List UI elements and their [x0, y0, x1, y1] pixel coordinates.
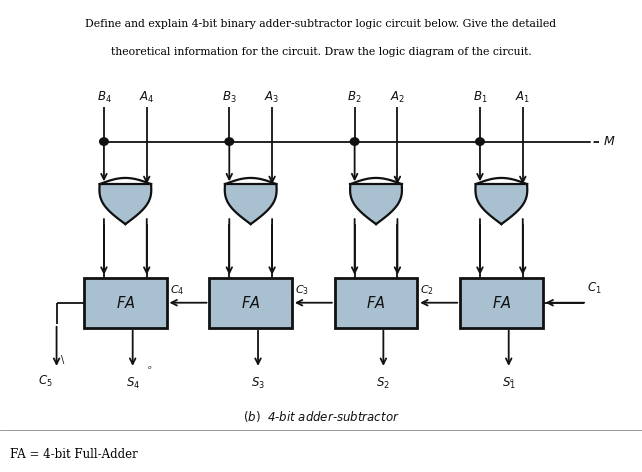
Text: $C_5$: $C_5$ [38, 374, 52, 389]
Text: FA = 4-bit Full-Adder: FA = 4-bit Full-Adder [10, 447, 137, 461]
Circle shape [351, 138, 359, 145]
Polygon shape [225, 184, 277, 224]
Text: ${}^o$: ${}^o$ [508, 378, 514, 387]
Text: Define and explain 4-bit binary adder-subtractor logic circuit below. Give the d: Define and explain 4-bit binary adder-su… [85, 19, 557, 29]
Text: $(b)$  4-bit adder-subtractor: $(b)$ 4-bit adder-subtractor [243, 409, 399, 424]
Polygon shape [100, 184, 152, 224]
Text: $B_2$: $B_2$ [347, 90, 362, 105]
Text: $A_2$: $A_2$ [390, 90, 405, 105]
Text: $FA$: $FA$ [367, 295, 386, 311]
Text: $B_4$: $B_4$ [96, 90, 111, 105]
Text: $FA$: $FA$ [116, 295, 135, 311]
Text: $B_1$: $B_1$ [473, 90, 487, 105]
Text: $FA$: $FA$ [492, 295, 511, 311]
Text: $A_3$: $A_3$ [265, 90, 280, 105]
Text: $S_3$: $S_3$ [251, 376, 265, 391]
Text: $A_1$: $A_1$ [515, 90, 530, 105]
Bar [460, 278, 542, 328]
Polygon shape [476, 184, 527, 224]
Circle shape [476, 138, 484, 145]
Circle shape [100, 138, 108, 145]
Circle shape [225, 138, 234, 145]
Text: $B_3$: $B_3$ [222, 90, 237, 105]
Polygon shape [350, 184, 402, 224]
Text: $C_2$: $C_2$ [421, 284, 434, 297]
Text: $C_4$: $C_4$ [169, 284, 184, 297]
Text: $S_4$: $S_4$ [126, 376, 140, 391]
Bar [209, 278, 292, 328]
Text: theoretical information for the circuit. Draw the logic diagram of the circuit.: theoretical information for the circuit.… [110, 47, 532, 57]
Text: $FA$: $FA$ [241, 295, 261, 311]
Text: $C_3$: $C_3$ [295, 284, 309, 297]
Text: ${}^o$: ${}^o$ [147, 364, 152, 373]
Text: $A_4$: $A_4$ [139, 90, 155, 105]
Text: $\backslash$: $\backslash$ [60, 354, 65, 366]
Text: $S_2$: $S_2$ [376, 376, 390, 391]
Bar [334, 278, 417, 328]
Text: $C_1$: $C_1$ [587, 281, 602, 296]
Text: $M$: $M$ [603, 135, 616, 148]
Bar [84, 278, 167, 328]
Text: $S_1$: $S_1$ [502, 376, 516, 391]
